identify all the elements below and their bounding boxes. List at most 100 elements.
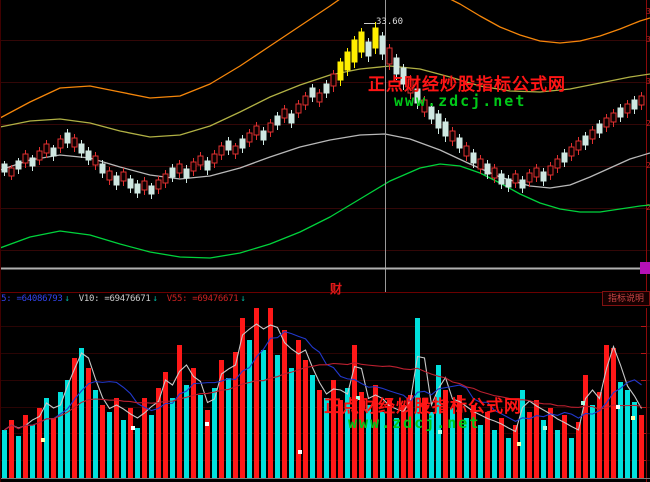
candlestick [197, 155, 204, 166]
candlestick [323, 83, 330, 94]
volume-bar [387, 400, 392, 479]
candlestick [512, 173, 519, 184]
axis-tick-label: 2 [646, 203, 650, 212]
candlestick [176, 163, 183, 174]
candlestick [127, 178, 134, 189]
signal-marker [543, 426, 547, 430]
volume-bar [443, 390, 448, 479]
volume-bar [205, 410, 210, 479]
volume-bar [86, 368, 91, 479]
axis-tick-label: 3 [646, 7, 650, 16]
candlestick [169, 167, 176, 178]
volume-bar [380, 412, 385, 479]
signal-marker [631, 416, 635, 420]
volume-bar [548, 408, 553, 479]
indicator-reading: V10: =69476671 [78, 294, 151, 304]
volume-bar [366, 405, 371, 479]
candlestick [260, 130, 267, 141]
volume-bar [149, 415, 154, 479]
volume-bar [352, 345, 357, 479]
volume-bar [79, 348, 84, 479]
candlestick [456, 137, 463, 149]
axis-tick-label: 3 [646, 77, 650, 86]
candlestick [141, 180, 148, 191]
candlestick [540, 171, 547, 182]
candlestick [351, 39, 358, 63]
volume-bar [184, 385, 189, 479]
candlestick [57, 138, 64, 149]
candlestick [155, 179, 162, 190]
left-axis-line [0, 0, 1, 482]
volume-bar [597, 392, 602, 479]
candlestick [428, 106, 435, 120]
mid-lower-band-white [0, 133, 650, 189]
volume-bar [107, 412, 112, 479]
signal-marker [438, 430, 442, 434]
candlestick [267, 122, 274, 133]
candlestick [638, 95, 645, 106]
peak-price-label: 33.60 [376, 17, 404, 27]
candlestick [50, 147, 57, 157]
volume-bar [583, 375, 588, 479]
volume-bar [2, 430, 7, 479]
volume-bar [618, 382, 623, 479]
axis-tick-label: 3 [646, 35, 650, 44]
signal-marker [298, 450, 302, 454]
signal-marker [131, 426, 135, 430]
axis-tick-label: 2 [646, 161, 650, 170]
signal-marker [41, 438, 45, 442]
volume-bar [499, 418, 504, 479]
volume-bar [289, 368, 294, 479]
volume-bar [471, 405, 476, 479]
candlestick [190, 161, 197, 172]
volume-bar [464, 418, 469, 479]
candlestick [29, 157, 36, 167]
candlestick [491, 167, 498, 179]
volume-bar [534, 400, 539, 479]
volume-bar [415, 318, 420, 479]
volume-bar [170, 398, 175, 479]
volume-bar [492, 430, 497, 479]
volume-bar [422, 398, 427, 479]
indicator-help-button[interactable]: 指标说明 [602, 291, 650, 306]
candlestick [36, 150, 43, 161]
candlestick [589, 129, 596, 140]
volume-bar [359, 392, 364, 479]
candlestick [358, 31, 365, 53]
candlestick [204, 160, 211, 171]
volume-bar [198, 395, 203, 479]
volume-bar [268, 308, 273, 479]
volume-bar [429, 412, 434, 479]
candlestick [400, 67, 407, 85]
candlestick-chart: 3 3 3 2 2 2 [0, 0, 650, 292]
volume-bar [226, 378, 231, 479]
volume-bar [37, 408, 42, 479]
volume-bar [65, 380, 70, 479]
candlestick [288, 113, 295, 124]
volume-bar [604, 345, 609, 479]
lower-band-green [0, 163, 650, 259]
volume-bar [30, 425, 35, 479]
candlestick [211, 153, 218, 164]
volume-bar [436, 365, 441, 479]
volume-bar [233, 352, 238, 479]
candlestick [470, 152, 477, 164]
candlestick [554, 158, 561, 169]
candlestick [78, 143, 85, 154]
signal-marker [581, 401, 585, 405]
volume-chart-panel[interactable]: 正点财经炒股指标公式网 www.zdcj.net [0, 308, 650, 482]
candlestick [533, 167, 540, 178]
mid-upper-band-olive [0, 65, 650, 138]
candlestick [281, 108, 288, 119]
volume-bar [121, 420, 126, 479]
candlestick [302, 95, 309, 106]
candlestick [407, 78, 414, 94]
volume-bar [219, 360, 224, 479]
candlestick [631, 99, 638, 110]
volume-bar [282, 330, 287, 479]
candlestick [498, 173, 505, 185]
volume-bars-chart [0, 308, 650, 482]
volume-bar [163, 372, 168, 479]
